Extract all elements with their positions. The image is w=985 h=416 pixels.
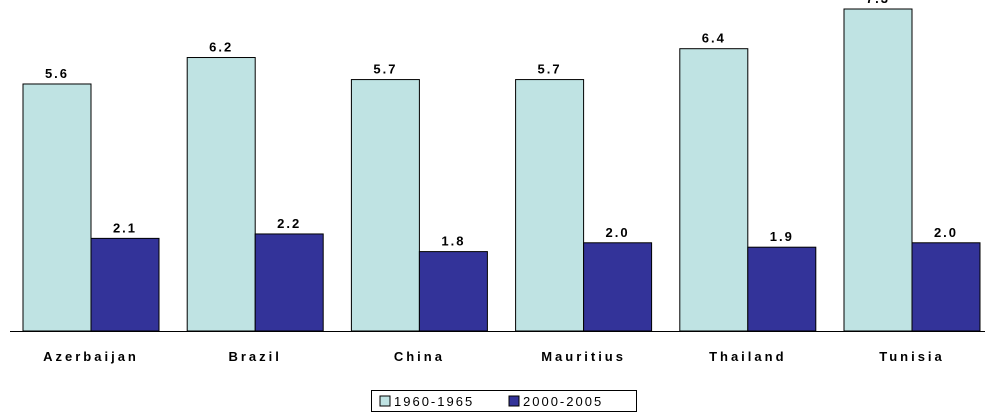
bar-azerbaijan-series-1 bbox=[22, 83, 92, 332]
bar-brazil-series-2 bbox=[254, 233, 324, 332]
legend-label-series-2: 2000-2005 bbox=[523, 394, 603, 409]
category-label-azerbaijan: Azerbaijan bbox=[43, 349, 139, 364]
value-label-mauritius-series-2: 2.0 bbox=[606, 225, 630, 240]
category-labels-group: Azerbaijan Brazil China Mauritius Thailand Tu… bbox=[43, 349, 945, 364]
legend-box bbox=[371, 390, 637, 412]
bar-china-series-1 bbox=[350, 79, 420, 332]
value-label-thailand-series-1: 6.4 bbox=[702, 31, 726, 46]
value-label-azerbaijan-series-1: 5.6 bbox=[45, 66, 69, 81]
bar-mauritius-series-2 bbox=[583, 242, 653, 332]
value-label-tunisia-series-2: 2.0 bbox=[934, 225, 958, 240]
value-label-thailand-series-2: 1.9 bbox=[770, 229, 794, 244]
category-label-brazil: Brazil bbox=[228, 349, 281, 364]
value-label-tunisia-series-1: 7.3 bbox=[866, 0, 890, 6]
category-label-thailand: Thailand bbox=[709, 349, 786, 364]
value-labels-group: 5.6 2.1 6.2 2.2 5.7 1.8 5.7 2.0 6.4 1.9 7.3 2.0 bbox=[45, 0, 958, 249]
value-label-china-series-1: 5.7 bbox=[373, 62, 397, 77]
value-label-azerbaijan-series-2: 2.1 bbox=[113, 220, 137, 235]
value-label-brazil-series-1: 6.2 bbox=[209, 40, 233, 55]
bar-china-series-2 bbox=[418, 251, 488, 332]
bar-tunisia-series-2 bbox=[911, 242, 981, 332]
legend-swatch-series-1 bbox=[379, 395, 391, 407]
bar-brazil-series-1 bbox=[186, 57, 256, 332]
legend-label-series-1: 1960-1965 bbox=[394, 394, 474, 409]
bar-thailand-series-2 bbox=[747, 246, 817, 332]
value-label-brazil-series-2: 2.2 bbox=[277, 216, 301, 231]
category-label-mauritius: Mauritius bbox=[541, 349, 626, 364]
value-label-china-series-2: 1.8 bbox=[441, 234, 465, 249]
legend: 1960-1965 2000-2005 bbox=[371, 390, 637, 412]
bar-thailand-series-1 bbox=[679, 48, 749, 332]
bars-group bbox=[22, 8, 981, 332]
value-label-mauritius-series-1: 5.7 bbox=[538, 62, 562, 77]
bar-azerbaijan-series-2 bbox=[90, 237, 160, 332]
category-label-tunisia: Tunisia bbox=[879, 349, 945, 364]
legend-swatch-series-2 bbox=[508, 395, 520, 407]
bar-mauritius-series-1 bbox=[515, 79, 585, 332]
category-label-china: China bbox=[394, 349, 445, 364]
bar-tunisia-series-1 bbox=[843, 8, 913, 332]
